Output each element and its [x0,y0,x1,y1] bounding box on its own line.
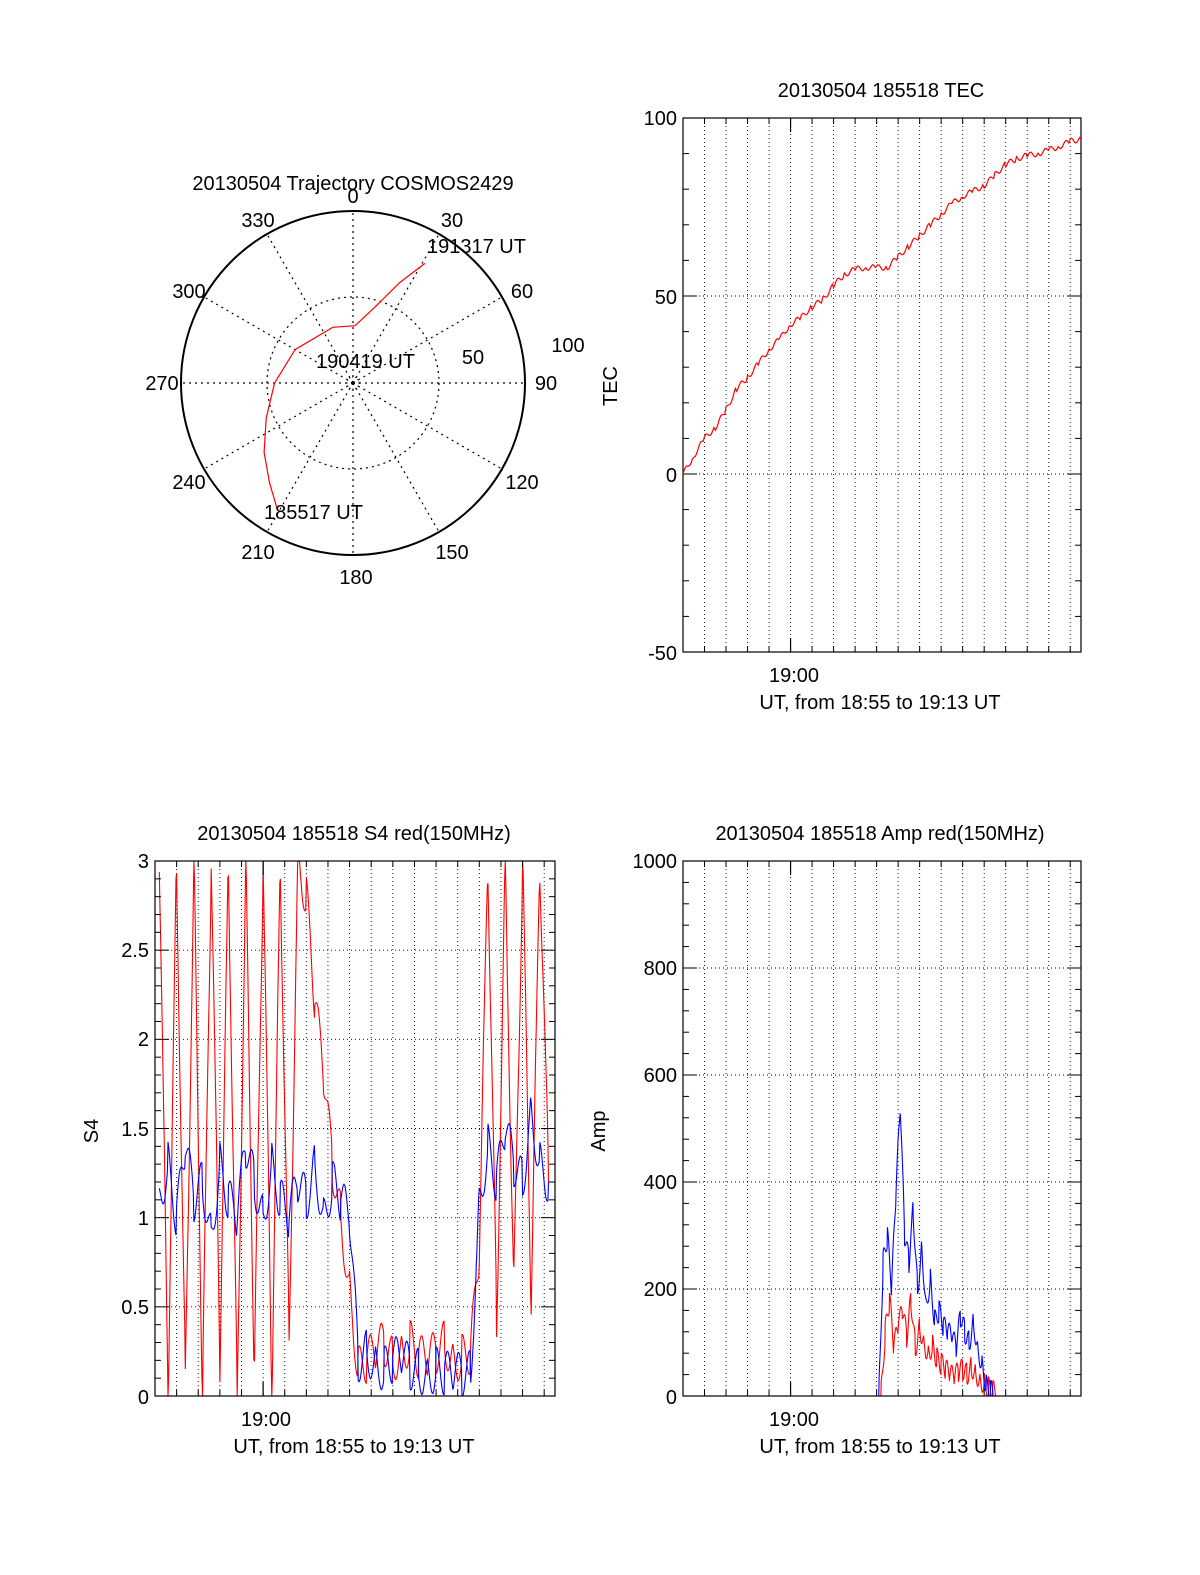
tec-ticks [683,118,1081,652]
polar-spoke-210 [266,382,354,533]
angle-label-300: 300 [172,281,205,303]
amp-ytick-0: 0 [666,1387,677,1409]
polar-spoke-60 [352,296,503,384]
amp-ticks [683,861,1081,1396]
radial-label-100: 100 [551,335,584,357]
angle-label-120: 120 [505,472,538,494]
tec-grid [683,118,1081,652]
s4-xlabel: UT, from 18:55 to 19:13 UT [233,1436,474,1458]
amp-series-0 [683,1292,1081,1397]
polar-spoke-300 [203,296,354,384]
angle-label-330: 330 [241,210,274,232]
amp-series [683,1113,1081,1397]
polar-outer-circle [180,210,526,556]
polar-spokes [181,211,525,555]
angle-label-150: 150 [435,542,468,564]
annotation-end: 191317 UT [427,236,526,258]
tec-ylabel: TEC [600,366,622,406]
amp-frame [682,860,1082,1397]
amp-series-1 [683,1113,1081,1397]
amp-ylabel: Amp [588,1110,610,1151]
tec-ytick-neg50: -50 [648,643,677,665]
s4-grid [155,861,555,1396]
tec-ytick-0: 0 [666,465,677,487]
angle-label-210: 210 [241,542,274,564]
radial-label-50: 50 [462,347,484,369]
s4-ytick-0: 0 [138,1387,149,1409]
amp-xlabel: UT, from 18:55 to 19:13 UT [759,1436,1000,1458]
s4-series [158,860,550,1397]
s4-ytick-3: 3 [138,851,149,873]
tec-ytick-50: 50 [655,287,677,309]
amp-ytick-400: 400 [644,1172,677,1194]
s4-title: 20130504 185518 S4 red(150MHz) [197,823,511,845]
angle-label-30: 30 [441,210,463,232]
polar-spoke-30 [352,233,440,384]
tec-series [682,136,1082,475]
polar-title: 20130504 Trajectory COSMOS2429 [192,173,513,195]
amp-xtick-1900: 19:00 [769,1409,819,1431]
amp-ytick-600: 600 [644,1065,677,1087]
trajectory-line [263,262,426,510]
tec-title: 20130504 185518 TEC [778,80,984,102]
polar-spoke-120 [352,382,503,470]
polar-spoke-240 [203,382,354,470]
s4-ytick-0.5: 0.5 [121,1297,149,1319]
s4-ytick-1.5: 1.5 [121,1119,149,1141]
polar-plot: 20130504 Trajectory COSMOS2429 0 30 60 9… [145,173,584,589]
amp-ytick-800: 800 [644,958,677,980]
tec-xlabel: UT, from 18:55 to 19:13 UT [759,692,1000,714]
tec-plot: 20130504 185518 TEC 100 50 0 -50 19:00 U… [600,80,1082,714]
amp-plot: 20130504 185518 Amp red(150MHz) 1000 800… [588,823,1082,1458]
s4-xtick-1900: 19:00 [241,1409,291,1431]
tec-series-0 [682,136,1082,475]
amp-ytick-1000: 1000 [633,851,678,873]
s4-ytick-2.5: 2.5 [121,940,149,962]
polar-angle-labels: 0 30 60 90 120 150 180 210 240 270 300 3… [145,186,557,589]
angle-label-0: 0 [347,186,358,208]
tec-frame [682,117,1082,653]
polar-grid [180,210,526,556]
angle-label-240: 240 [172,472,205,494]
s4-plot: 20130504 185518 S4 red(150MHz) 3 2.5 2 1… [81,823,556,1458]
annotation-start: 185517 UT [264,502,363,524]
s4-ytick-2: 2 [138,1029,149,1051]
s4-series-1 [158,1097,550,1397]
s4-ytick-1: 1 [138,1208,149,1230]
angle-label-180: 180 [339,567,372,589]
amp-ytick-200: 200 [644,1279,677,1301]
s4-series-0 [158,860,550,1397]
angle-label-60: 60 [511,281,533,303]
angle-label-90: 90 [535,373,557,395]
amp-title: 20130504 185518 Amp red(150MHz) [715,823,1044,845]
s4-ticks [155,861,555,1396]
tec-xtick-1900: 19:00 [769,665,819,687]
tec-ytick-100: 100 [644,108,677,130]
angle-label-270: 270 [145,373,178,395]
polar-spoke-150 [352,382,440,533]
s4-ylabel: S4 [81,1119,103,1143]
polar-spoke-330 [266,233,354,384]
annotation-mid: 190419 UT [316,351,415,373]
